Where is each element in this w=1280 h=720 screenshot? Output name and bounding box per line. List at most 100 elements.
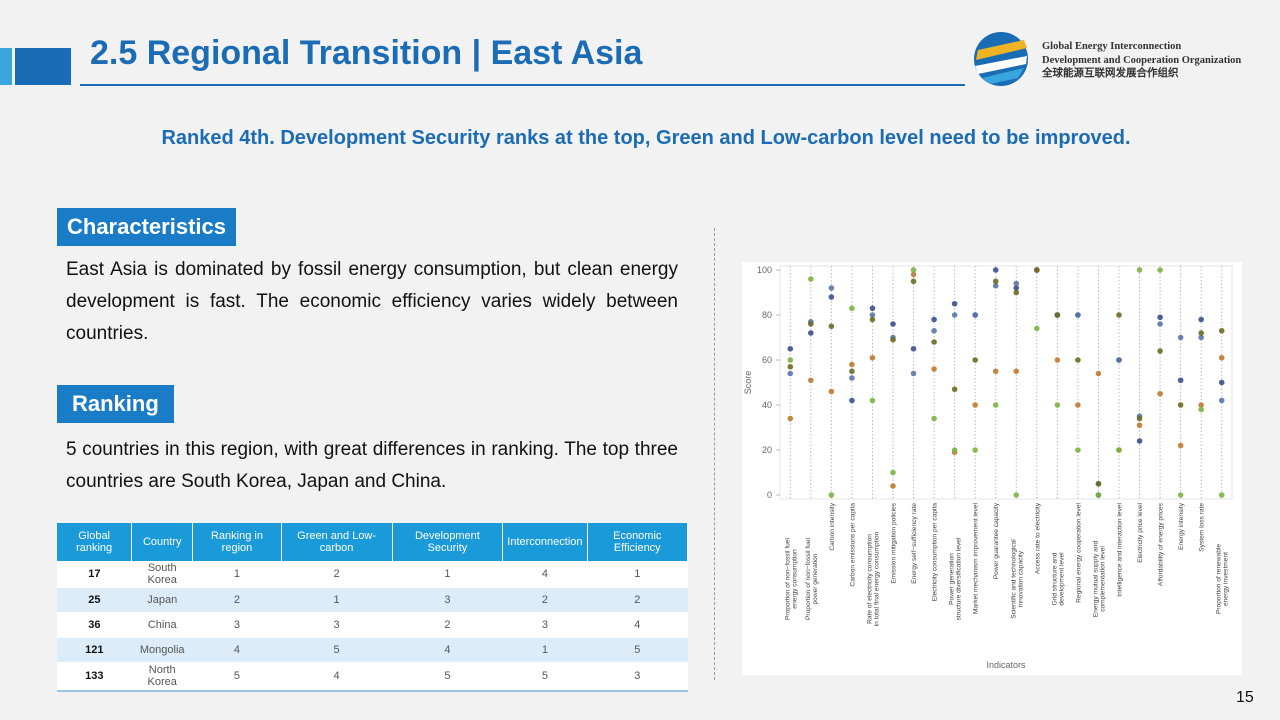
point — [992, 267, 999, 273]
x-tick-label: complementation level — [1099, 546, 1106, 612]
y-axis-label: Score — [743, 371, 753, 395]
point — [931, 316, 937, 323]
chart: 0 20 40 60 80 100 Score Indicators Proportion of… — [742, 262, 1242, 675]
table-cell: North Korea — [131, 662, 193, 690]
ranking-table: Global ranking Country Ranking in region Gr… — [57, 523, 689, 690]
org-name: Global Energy Interconnection Developmen… — [1042, 40, 1241, 81]
x-tick-label: Energy mutual supply and — [1092, 541, 1099, 618]
point — [828, 294, 835, 300]
y-tick-label: 0 — [767, 490, 772, 500]
point — [1116, 312, 1122, 318]
table-cell: 36 — [57, 612, 132, 638]
table-row: 133 North Korea 5 4 5 5 3 — [57, 662, 688, 690]
point — [1198, 330, 1204, 336]
section-text: 5 countries in this region, with great d… — [66, 439, 678, 492]
x-tick-label: in total final energy consumption — [873, 531, 880, 626]
point — [869, 316, 876, 323]
x-tick-label: Market mechanism improvement level — [973, 502, 980, 614]
x-tick-label: System loss rate — [1199, 503, 1206, 552]
table-cell: 2 — [192, 587, 282, 613]
table-cell: Mongolia — [131, 637, 193, 663]
point — [1013, 289, 1020, 296]
x-tick-label: Intelligence and interaction level — [1117, 502, 1124, 596]
x-tick-label: Power guarantee capacity — [993, 502, 1000, 579]
point — [890, 483, 896, 489]
x-tick-label: innovation capacity — [1017, 550, 1024, 607]
subtitle: Ranked 4th. Development Security ranks a… — [161, 127, 1131, 149]
point — [1198, 402, 1204, 408]
column-header: Interconnection — [502, 523, 588, 561]
point — [808, 276, 814, 282]
point — [1075, 402, 1081, 408]
point — [910, 267, 917, 273]
table-cell: 1 — [587, 561, 688, 588]
table-row: 36 China 3 3 2 3 4 — [57, 612, 688, 638]
point — [1177, 402, 1184, 408]
point — [869, 312, 876, 318]
title-rule — [80, 84, 965, 86]
table-cell: 3 — [281, 612, 392, 638]
point — [951, 447, 958, 453]
x-tick-label: Emission mitigation policies — [891, 502, 898, 583]
point — [1013, 285, 1020, 291]
point — [1177, 377, 1184, 384]
point — [951, 300, 958, 307]
x-tick-label: Energy intensity — [1178, 502, 1185, 550]
point — [931, 415, 937, 422]
point — [1177, 492, 1184, 498]
table-cell: 2 — [587, 587, 688, 613]
org-line: Development and Cooperation Organization — [1042, 54, 1242, 66]
point — [828, 285, 835, 291]
point — [828, 492, 835, 498]
point — [1177, 334, 1184, 341]
point — [992, 282, 999, 289]
point — [951, 312, 958, 318]
x-tick-label: Affordability of energy prices — [1158, 502, 1165, 586]
table-cell: 5 — [502, 662, 588, 690]
table-cell: 3 — [192, 612, 282, 638]
point — [1136, 415, 1143, 422]
deco — [15, 48, 71, 85]
point — [849, 375, 855, 381]
point — [1054, 402, 1061, 408]
point — [890, 321, 896, 327]
table-row: 25 Japan 2 1 3 2 2 — [57, 587, 688, 613]
ranking-table-wrap: Global ranking Country Ranking in region Gr… — [57, 523, 689, 692]
x-tick-label: Proportion of non−fossil fuel — [784, 538, 791, 620]
point — [1157, 267, 1163, 273]
x-tick-label: Access rate to electricity — [1034, 502, 1041, 574]
deco — [0, 48, 12, 85]
point — [1075, 312, 1081, 318]
y-tick-label: 20 — [762, 445, 772, 455]
page-number: 15 — [1236, 689, 1254, 706]
point — [849, 368, 855, 375]
table-cell: 3 — [502, 612, 588, 638]
point — [787, 370, 794, 377]
x-tick-label: energy consumption — [791, 549, 798, 609]
point — [1157, 321, 1163, 327]
column-header: Country — [131, 523, 194, 561]
point — [1034, 325, 1040, 332]
point — [951, 386, 958, 393]
point — [910, 271, 917, 278]
table-cell: 3 — [392, 587, 503, 613]
x-tick-label: Rate of electricity consumption — [866, 534, 873, 624]
point — [910, 370, 917, 377]
point — [869, 305, 876, 312]
point — [992, 368, 999, 375]
table-cell: 5 — [192, 662, 282, 690]
table-cell: 4 — [281, 662, 392, 690]
point — [1136, 438, 1143, 444]
org-line: Global Energy Interconnection — [1042, 41, 1182, 52]
point — [828, 323, 835, 330]
x-tick-label: Scientific and technological — [1010, 539, 1017, 619]
point — [1013, 280, 1020, 287]
point — [869, 397, 876, 404]
point — [1095, 480, 1102, 487]
header-row: Global ranking Country Ranking in region Gr… — [57, 523, 689, 561]
y-tick-label: 40 — [762, 400, 772, 410]
point — [808, 321, 814, 327]
point — [787, 357, 794, 363]
point — [1198, 406, 1204, 413]
